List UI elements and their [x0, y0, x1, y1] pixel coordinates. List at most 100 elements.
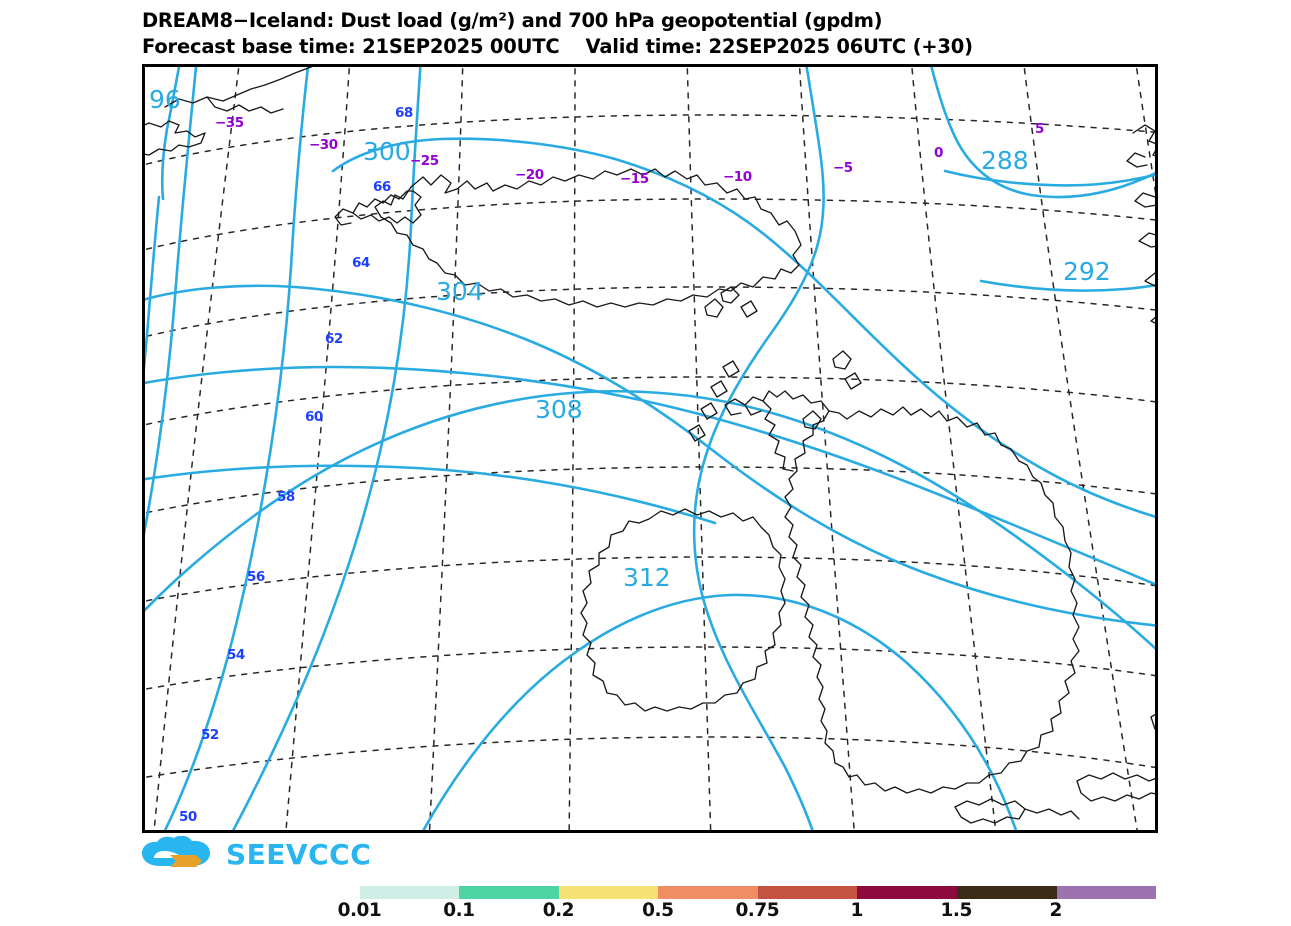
contour-line-b: [163, 67, 310, 830]
shetland-island-2: [844, 372, 862, 390]
graticule-layer: [145, 67, 1155, 830]
hebrides-1: [724, 398, 746, 416]
colorbar-tick: 0.2: [542, 900, 575, 921]
lat-label: 52: [201, 727, 219, 743]
colorbar-segment: [558, 886, 659, 899]
faroe-island-3: [740, 300, 758, 318]
norway-fjord-1: [1126, 152, 1148, 168]
denmark-coast: [1150, 713, 1155, 730]
colorbar-segment: [658, 886, 758, 899]
contour-308: [145, 389, 1155, 650]
lat-label: 60: [305, 409, 323, 425]
france-north-coast: [954, 798, 1026, 824]
contour-jet: [692, 67, 825, 830]
lat-label: 56: [247, 569, 265, 585]
lon-label: 5: [1035, 121, 1044, 137]
colorbar[interactable]: [260, 886, 1157, 899]
lat-label: 64: [352, 255, 370, 271]
contour-mid: [145, 365, 1155, 586]
map-graphics: [145, 67, 1155, 830]
belgium-coast: [1024, 808, 1080, 820]
ireland-coast: [580, 508, 786, 712]
colorbar-segment: [260, 886, 360, 899]
contour-label: 300: [363, 137, 411, 166]
cloud-icon: [142, 835, 210, 867]
lon-label: −5: [833, 160, 853, 176]
faroe-island-2: [720, 286, 740, 304]
hebrides-3: [710, 380, 728, 398]
lat-label: 68: [395, 105, 413, 121]
contour-label: 96: [149, 85, 181, 114]
colorbar-segment: [1056, 886, 1157, 899]
lat-label: 66: [373, 179, 391, 195]
seevccc-logo[interactable]: SEEVCCC: [140, 835, 372, 874]
greenland-coast: [145, 120, 206, 156]
lon-label: −10: [723, 169, 752, 185]
contour-312: [422, 593, 1018, 830]
chart-title-block: DREAM8−Iceland: Dust load (g/m²) and 700…: [142, 8, 1282, 60]
norway-fjord-2: [1134, 192, 1155, 208]
colorbar-tick-labels: 0.01 0.1 0.2 0.5 0.75 1 1.5 2: [260, 900, 1156, 926]
colorbar-segment: [956, 886, 1057, 899]
iceland-coast: [374, 168, 802, 308]
contour-label: 308: [535, 395, 583, 424]
colorbar-tick: 0.5: [642, 900, 674, 921]
iceland-westfjords: [352, 190, 422, 224]
lon-label: −25: [410, 153, 439, 169]
colorbar-tick: 0.1: [443, 900, 475, 921]
contour-292: [979, 279, 1155, 292]
colorbar-segment: [857, 886, 957, 899]
page-title: DREAM8−Iceland: Dust load (g/m²) and 700…: [142, 9, 883, 32]
valid-time: Valid time: 22SEP2025 06UTC (+30): [585, 35, 974, 58]
colorbar-tick: 1.5: [940, 900, 973, 921]
contour-300: [331, 137, 1155, 518]
iceland-westfjord-tip: [334, 208, 354, 226]
colorbar-tick: 2: [1049, 900, 1062, 921]
forecast-time-line: Forecast base time: 21SEP2025 00UTC Valid…: [142, 34, 1282, 60]
lat-label: 58: [277, 489, 295, 505]
contour-label: 288: [981, 146, 1029, 175]
hebrides-5: [688, 424, 706, 442]
colorbar-segment: [359, 886, 460, 899]
contour-288: [943, 169, 1155, 187]
lon-label: 0: [934, 145, 943, 161]
contour-label: 304: [436, 277, 484, 306]
contour-296: [160, 67, 181, 201]
lat-label: 54: [227, 647, 245, 663]
forecast-base-time: Forecast base time: 21SEP2025 00UTC: [142, 35, 560, 58]
colorbar-segment: [459, 886, 559, 899]
faroe-island-1: [704, 298, 724, 318]
hebrides-2: [722, 360, 740, 378]
scotland-west-coast: [762, 390, 830, 472]
contour-296b: [145, 195, 161, 372]
contour-label: 292: [1063, 257, 1111, 286]
shetland-island: [832, 350, 852, 370]
norway-fjord-5: [1150, 316, 1155, 324]
lon-label: −30: [309, 137, 338, 153]
lon-label: −35: [215, 115, 244, 131]
arrow-icon: [170, 855, 192, 867]
hebrides-4: [700, 402, 718, 420]
norway-fjord-4: [1144, 272, 1155, 287]
colorbar-tick: 0.75: [735, 900, 780, 921]
norway-fjord-3: [1138, 232, 1155, 248]
contour-line-a: [145, 67, 198, 535]
colorbar-tick: 1: [850, 900, 864, 921]
greenland-inlet: [206, 96, 284, 114]
contour-mid2: [145, 464, 717, 525]
colorbar-segment: [757, 886, 858, 899]
contour-line-c: [231, 67, 422, 830]
netherlands-belgium-coast: [1076, 772, 1155, 802]
great-britain-coast: [784, 406, 1080, 794]
lat-label: 62: [325, 331, 343, 347]
logo-text: SEEVCCC: [226, 838, 372, 871]
coastline-layer: [145, 67, 1155, 824]
colorbar-tick: 0.01: [337, 900, 382, 921]
contour-label: 312: [623, 563, 671, 592]
contour-layer: [145, 67, 1155, 830]
map-plot-area[interactable]: 68 66 64 62 60 58 56 54 52 50 −35 −30 −2…: [142, 64, 1158, 833]
lat-label: 50: [179, 809, 197, 825]
greenland-north-coast: [164, 67, 313, 108]
lon-label: −20: [515, 167, 544, 183]
